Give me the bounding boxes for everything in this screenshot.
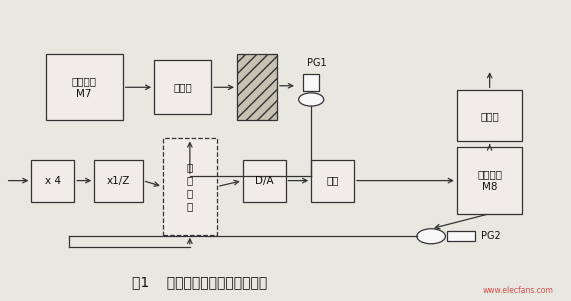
Bar (447, 231, 475, 241)
Text: PG1: PG1 (307, 58, 327, 68)
Circle shape (299, 93, 324, 106)
Circle shape (417, 229, 445, 244)
Bar (457, 147, 522, 214)
Bar (457, 90, 522, 141)
Bar (154, 60, 211, 114)
Text: D/A: D/A (255, 175, 274, 186)
Bar (163, 138, 217, 235)
Text: PG2: PG2 (481, 231, 501, 241)
Text: 砂轮电机
M7: 砂轮电机 M7 (72, 76, 96, 99)
Text: 差
值
计
数: 差 值 计 数 (187, 162, 193, 211)
Text: 图1    机床电气控制系统的方框图: 图1 机床电气控制系统的方框图 (132, 275, 267, 289)
Bar (303, 74, 319, 91)
Bar (94, 160, 143, 202)
Text: 减速器: 减速器 (174, 82, 192, 92)
Text: 工件电机
M8: 工件电机 M8 (477, 169, 502, 192)
Bar (311, 160, 354, 202)
Text: www.elecfans.com: www.elecfans.com (483, 286, 554, 295)
Text: x1/Z: x1/Z (107, 175, 130, 186)
Bar (31, 160, 74, 202)
Text: 减速器: 减速器 (480, 111, 499, 121)
Text: 放大: 放大 (327, 175, 339, 186)
Text: x 4: x 4 (45, 175, 61, 186)
Bar (46, 54, 123, 120)
Bar (243, 160, 286, 202)
Bar (237, 54, 277, 120)
